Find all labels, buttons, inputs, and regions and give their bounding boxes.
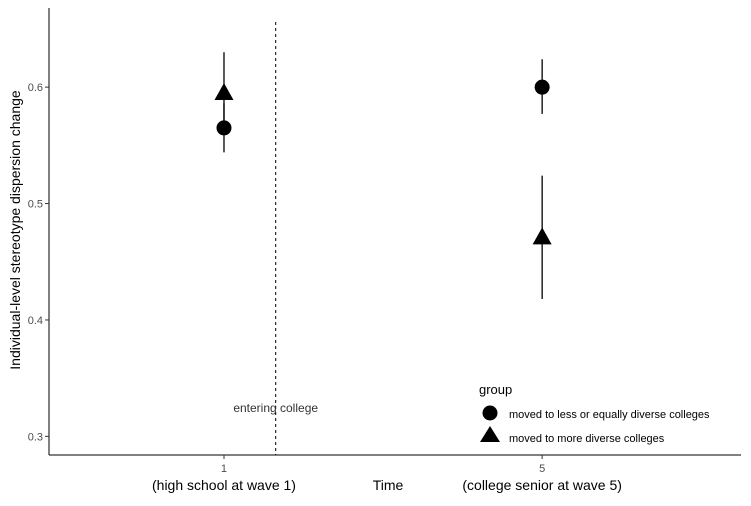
x-tick-label: 5 [539, 463, 545, 475]
y-tick-label: 0.6 [28, 82, 43, 94]
legend-label-0: moved to less or equally diverse college… [509, 409, 710, 421]
x-tick-label: 1 [221, 463, 227, 475]
legend-key-circle [482, 405, 498, 421]
y-tick-label: 0.5 [28, 199, 43, 211]
legend: group moved to less or equally diverse c… [479, 382, 710, 445]
y-tick-label: 0.4 [28, 315, 43, 327]
x-tick-sublabel: (college senior at wave 5) [462, 477, 622, 493]
x-tick-sublabel: (high school at wave 1) [152, 477, 296, 493]
y-axis-title: Individual-level stereotype dispersion c… [7, 90, 23, 370]
legend-label-1: moved to more diverse colleges [509, 433, 665, 445]
vline-label: entering college [233, 401, 318, 415]
vline-group: entering college [233, 22, 318, 455]
point-triangle [532, 227, 552, 245]
legend-key-triangle [480, 426, 500, 442]
y-tick-label: 0.3 [28, 431, 43, 443]
x-axis-title: Time [373, 477, 404, 493]
point-triangle [214, 82, 234, 100]
axes: 0.3 0.4 0.5 0.6 1 (high school at wave 1) 5 (co… [28, 8, 741, 493]
marks [214, 52, 552, 300]
point-circle [534, 79, 550, 95]
legend-title: group [479, 382, 512, 397]
